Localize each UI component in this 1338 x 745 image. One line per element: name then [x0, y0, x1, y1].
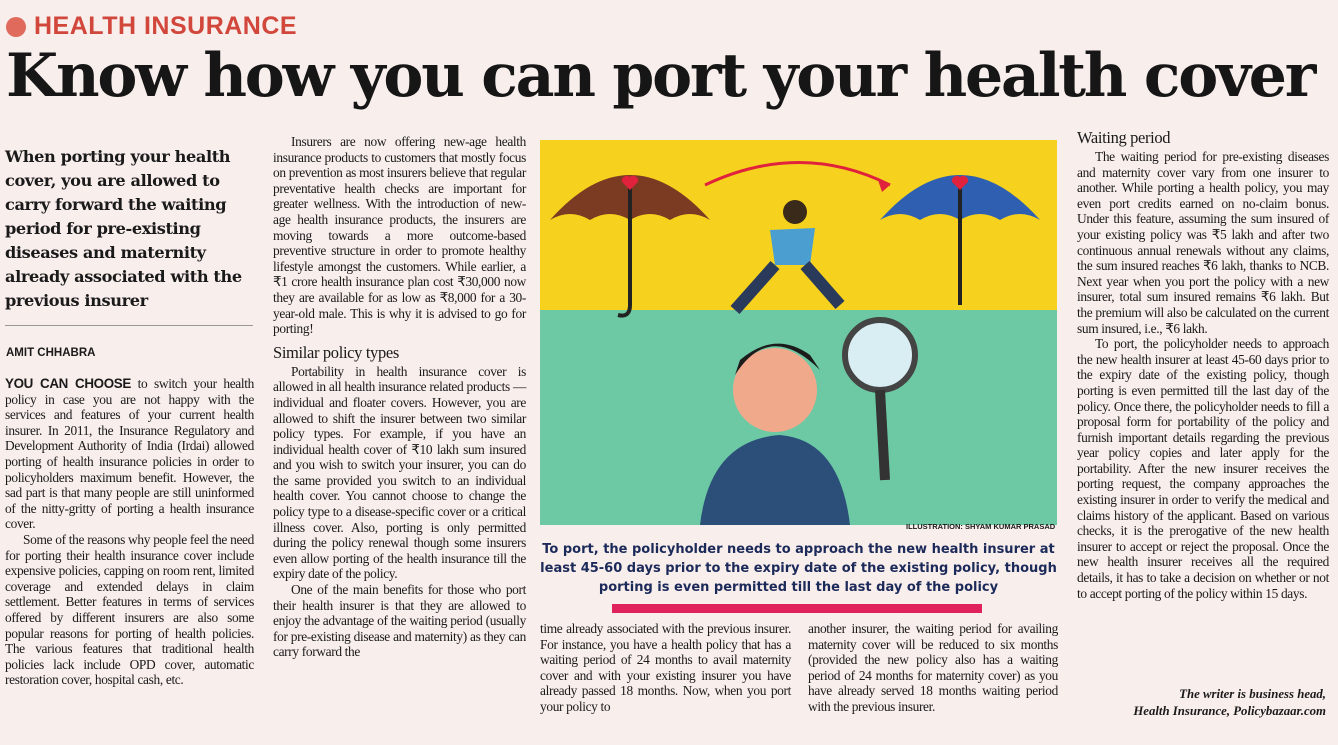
paragraph: to switch your health policy in case you… [5, 376, 254, 532]
man-with-magnifier [700, 317, 918, 525]
running-man [730, 200, 845, 314]
column-2: Insurers are now offering new-age health… [273, 134, 526, 660]
author-note: The writer is business head, Health Insu… [1080, 686, 1326, 720]
byline: AMIT CHHABRA [6, 347, 96, 359]
magnifier-icon [842, 317, 918, 393]
paragraph: another insurer, the waiting period for … [808, 621, 1058, 714]
paragraph: time already associated with the previou… [540, 621, 791, 714]
paragraph: Some of the reasons why people feel the … [5, 531, 254, 688]
lead-in: YOU CAN CHOOSE [5, 376, 131, 391]
umbrella-right-icon [880, 175, 1040, 305]
column-4: another insurer, the waiting period for … [808, 621, 1058, 715]
umbrella-left-icon [550, 175, 710, 318]
paragraph: Insurers are now offering new-age health… [273, 134, 526, 337]
column-1: YOU CAN CHOOSE to switch your health pol… [5, 376, 254, 688]
section-kicker: HEALTH INSURANCE [6, 12, 297, 41]
arrow-icon [704, 161, 891, 187]
deck: When porting your health cover, you are … [5, 147, 242, 310]
paragraph: The waiting period for pre-existing dise… [1077, 149, 1329, 336]
kicker-label: HEALTH INSURANCE [34, 12, 298, 40]
divider [5, 325, 253, 326]
kicker-dot-icon [6, 16, 26, 37]
column-3: time already associated with the previou… [540, 621, 791, 715]
illustration [540, 140, 1057, 525]
subhead: Waiting period [1077, 128, 1171, 147]
pull-quote: To port, the policyholder needs to appro… [540, 542, 1057, 595]
accent-bar [612, 604, 982, 613]
column-5: Waiting period The waiting period for pr… [1077, 128, 1329, 601]
author-note-line: Health Insurance, Policybazaar.com [1133, 704, 1326, 718]
illustration-sky [540, 140, 1057, 310]
subhead: Similar policy types [273, 342, 399, 362]
headline: Know how you can port your health cover [6, 41, 1316, 111]
illustration-credit: ILLUSTRATION: SHYAM KUMAR PRASAD [906, 522, 1056, 531]
paragraph: To port, the policyholder needs to appro… [1077, 336, 1329, 601]
paragraph: Portability in health insurance cover is… [273, 363, 526, 582]
author-note-line: The writer is business head, [1179, 687, 1326, 701]
paragraph: One of the main benefits for those who p… [273, 582, 526, 660]
